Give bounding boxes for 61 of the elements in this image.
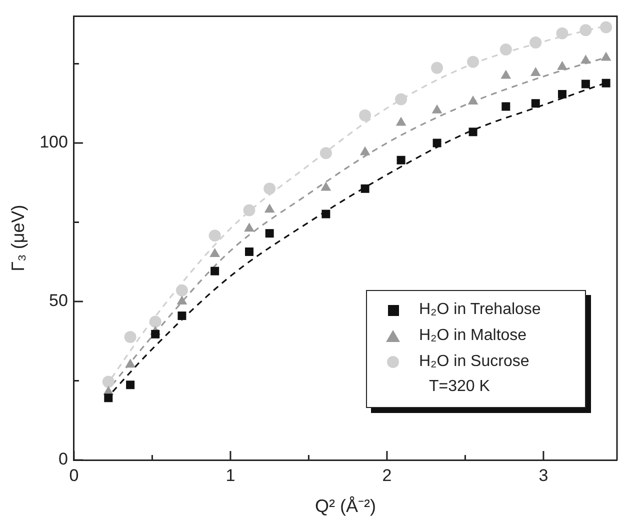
y-tick-label: 100 bbox=[40, 132, 68, 152]
point bbox=[320, 147, 332, 160]
point bbox=[264, 182, 276, 195]
point bbox=[432, 104, 442, 114]
y-tick-label: 50 bbox=[49, 291, 68, 310]
point bbox=[500, 43, 512, 56]
point bbox=[500, 70, 512, 79]
point bbox=[531, 99, 540, 108]
point bbox=[322, 210, 330, 218]
point bbox=[556, 27, 568, 40]
legend-label: H₂O in Trehalose bbox=[419, 301, 541, 319]
y-axis-title: Γ₃ (μeV) bbox=[8, 204, 28, 272]
point bbox=[600, 52, 612, 61]
point bbox=[264, 204, 275, 213]
point bbox=[530, 36, 542, 49]
point bbox=[210, 248, 220, 257]
point bbox=[178, 312, 186, 320]
point bbox=[124, 331, 136, 344]
x-tick-label: 2 bbox=[382, 466, 392, 485]
point bbox=[176, 284, 188, 296]
x-tick-label: 1 bbox=[226, 466, 236, 485]
point bbox=[244, 247, 254, 256]
point bbox=[244, 222, 254, 232]
annotation: T=320 K bbox=[428, 377, 491, 397]
point bbox=[176, 296, 188, 304]
point bbox=[558, 90, 566, 98]
point bbox=[360, 184, 370, 193]
point bbox=[210, 266, 220, 276]
x-axis-title: Q² (Å⁻²) bbox=[314, 496, 376, 516]
point bbox=[396, 156, 406, 164]
point bbox=[580, 24, 592, 36]
point bbox=[581, 80, 590, 88]
point bbox=[431, 62, 444, 74]
y-tick-label: 0 bbox=[58, 450, 68, 469]
point bbox=[320, 182, 332, 191]
point bbox=[208, 230, 221, 242]
point bbox=[602, 78, 610, 88]
point bbox=[151, 330, 160, 338]
point bbox=[126, 380, 135, 390]
point bbox=[395, 93, 408, 106]
point bbox=[360, 146, 370, 156]
point bbox=[104, 394, 113, 402]
point bbox=[502, 102, 510, 111]
point bbox=[149, 316, 162, 328]
point bbox=[530, 66, 541, 76]
point bbox=[557, 60, 568, 70]
point bbox=[600, 21, 612, 34]
point bbox=[467, 56, 480, 68]
point bbox=[432, 138, 442, 148]
point bbox=[580, 54, 591, 64]
legend-label: H₂O in Maltose bbox=[419, 327, 527, 345]
point bbox=[265, 229, 274, 238]
point bbox=[468, 128, 478, 136]
legend-label: H₂O in Sucrose bbox=[419, 353, 530, 371]
point bbox=[396, 116, 406, 126]
point bbox=[125, 358, 136, 368]
point bbox=[243, 204, 256, 216]
point bbox=[359, 109, 372, 122]
point bbox=[468, 95, 478, 104]
x-tick-label: 3 bbox=[538, 466, 548, 485]
point bbox=[102, 376, 114, 388]
